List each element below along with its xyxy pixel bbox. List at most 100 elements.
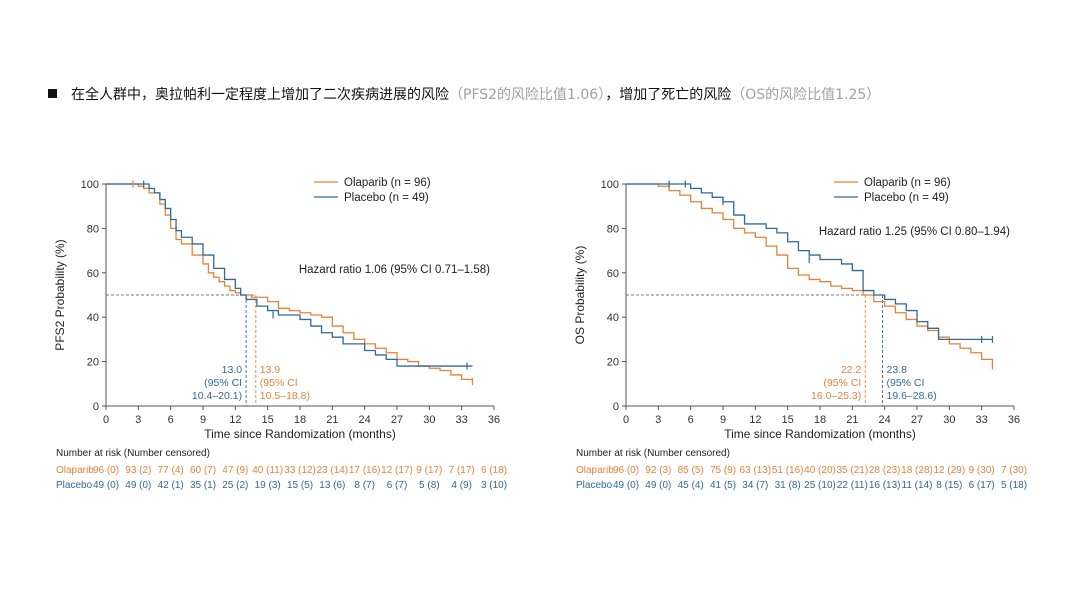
risk-value-placebo: 3 (10) [481,480,507,491]
x-tick-label: 36 [488,414,500,426]
risk-value-placebo: 5 (18) [1001,480,1027,491]
y-axis-label: OS Probability (%) [573,246,587,345]
risk-value-placebo: 49 (0) [613,480,639,491]
risk-row-label-placebo: Placebo [56,480,93,491]
y-tick-label: 40 [607,312,619,324]
x-tick-label: 27 [911,414,923,426]
risk-value-placebo: 5 (8) [419,480,440,491]
hazard-ratio-label: Hazard ratio 1.25 (95% CI 0.80–1.94) [819,226,1010,238]
risk-value-olaparib: 85 (5) [678,465,704,476]
risk-value-placebo: 34 (7) [742,480,768,491]
km-curve-placebo [106,183,473,367]
km-curve-olaparib [626,183,994,367]
risk-value-placebo: 35 (1) [190,480,216,491]
risk-value-olaparib: 12 (17) [381,465,413,476]
risk-value-olaparib: 40 (20) [804,465,836,476]
y-tick-label: 0 [93,401,99,413]
x-tick-label: 18 [294,414,306,426]
risk-value-olaparib: 35 (21) [836,465,868,476]
hazard-ratio-label: Hazard ratio 1.06 (95% CI 0.71–1.58) [299,264,490,276]
x-tick-label: 21 [846,414,858,426]
median-label-placebo: 19.6–28.6) [887,390,937,402]
median-label-olaparib: 13.9 [260,364,281,376]
x-tick-label: 18 [814,414,826,426]
risk-value-olaparib: 63 (13) [739,465,771,476]
y-tick-label: 20 [607,357,619,369]
y-tick-label: 0 [613,401,619,413]
y-tick-label: 60 [87,268,99,280]
median-label-placebo: 10.4–20.1) [192,390,242,402]
x-tick-label: 15 [782,414,794,426]
km-curve-olaparib [106,183,474,382]
median-label-olaparib: (95% CI [260,377,298,389]
x-tick-label: 36 [1008,414,1020,426]
risk-value-olaparib: 18 (28) [901,465,933,476]
headline-pfs2-note: （PFS2的风险比值1.06） [449,87,606,103]
median-label-placebo: 13.0 [222,364,243,376]
headline-os-note: （OS的风险比值1.25） [731,87,881,103]
risk-value-olaparib: 7 (30) [1001,465,1027,476]
x-tick-label: 24 [879,414,891,426]
risk-value-olaparib: 75 (9) [710,465,736,476]
legend-label-olaparib: Olaparib (n = 96) [344,177,431,189]
median-label-olaparib: 10.5–18.8) [260,390,310,402]
x-tick-label: 15 [262,414,274,426]
risk-value-olaparib: 23 (14) [316,465,348,476]
risk-value-placebo: 22 (11) [837,480,868,491]
legend-label-olaparib: Olaparib (n = 96) [864,177,951,189]
x-axis-label: Time since Randomization (months) [724,427,916,441]
y-tick-label: 80 [87,223,99,235]
median-label-olaparib: 16.0–25.3) [811,390,861,402]
y-tick-label: 20 [87,357,99,369]
x-tick-label: 3 [655,414,661,426]
median-label-placebo: 23.8 [887,364,908,376]
risk-value-olaparib: 96 (0) [613,465,639,476]
risk-value-placebo: 25 (2) [222,480,248,491]
x-axis-label: Time since Randomization (months) [204,427,396,441]
x-tick-label: 6 [168,414,174,426]
risk-value-placebo: 42 (1) [158,480,184,491]
x-tick-label: 12 [229,414,241,426]
risk-value-placebo: 49 (0) [125,480,151,491]
risk-value-placebo: 15 (5) [287,480,313,491]
risk-value-placebo: 25 (10) [804,480,836,491]
risk-value-olaparib: 28 (23) [869,465,901,476]
x-tick-label: 33 [456,414,468,426]
bullet-square-icon [48,89,57,98]
risk-value-placebo: 49 (0) [645,480,671,491]
x-tick-label: 33 [976,414,988,426]
y-tick-label: 40 [87,312,99,324]
risk-value-placebo: 16 (13) [869,480,901,491]
median-label-olaparib: 22.2 [841,364,862,376]
risk-value-olaparib: 92 (3) [645,465,671,476]
median-label-placebo: (95% CI [204,377,242,389]
x-tick-label: 12 [749,414,761,426]
x-tick-label: 9 [720,414,726,426]
risk-value-placebo: 13 (6) [319,480,345,491]
headline-main-2: ，增加了死亡的风险 [605,87,732,103]
risk-value-placebo: 8 (7) [354,480,375,491]
x-tick-label: 24 [359,414,371,426]
x-tick-label: 21 [326,414,338,426]
risk-row-label-olaparib: Olaparib [56,465,94,476]
risk-value-placebo: 19 (3) [255,480,281,491]
risk-value-placebo: 8 (15) [936,480,962,491]
risk-value-olaparib: 47 (9) [222,465,248,476]
risk-value-olaparib: 51 (16) [772,465,804,476]
headline-main-1: 在全人群中，奥拉帕利一定程度上增加了二次疾病进展的风险 [71,87,449,103]
legend-label-placebo: Placebo (n = 49) [344,192,429,204]
risk-value-olaparib: 17 (16) [349,465,381,476]
x-tick-label: 0 [623,414,629,426]
risk-value-placebo: 6 (17) [969,480,995,491]
risk-table-title: Number at risk (Number censored) [576,448,730,459]
headline: 在全人群中，奥拉帕利一定程度上增加了二次疾病进展的风险（PFS2的风险比值1.0… [48,84,880,104]
risk-value-placebo: 49 (0) [93,480,119,491]
risk-value-olaparib: 77 (4) [158,465,184,476]
risk-value-placebo: 11 (14) [902,480,933,491]
y-tick-label: 60 [607,268,619,280]
risk-value-olaparib: 7 (17) [449,465,475,476]
risk-value-placebo: 4 (9) [451,480,472,491]
y-tick-label: 100 [81,179,99,191]
